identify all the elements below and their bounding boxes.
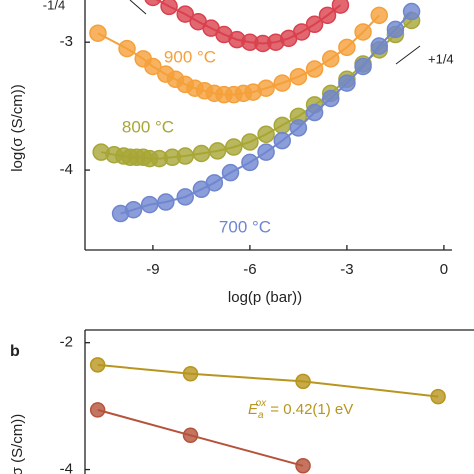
y-tick-label: -2 <box>60 334 73 351</box>
data-point <box>89 24 107 42</box>
data-point <box>273 131 291 150</box>
data-point <box>221 163 240 182</box>
data-point <box>292 23 311 41</box>
data-point <box>273 74 291 92</box>
series-label: 800 °C <box>122 117 174 136</box>
x-axis-label: log(p (bar)) <box>228 289 302 306</box>
data-point <box>89 357 106 373</box>
data-point <box>144 57 162 76</box>
data-point <box>208 142 227 160</box>
plot-area <box>89 0 421 223</box>
data-point <box>144 0 162 7</box>
data-point <box>176 5 194 23</box>
data-point <box>89 402 106 418</box>
data-point <box>182 427 199 444</box>
data-point <box>386 20 405 39</box>
slope-line <box>395 45 421 65</box>
data-point <box>160 0 178 16</box>
data-point <box>257 125 275 144</box>
data-point <box>321 89 340 108</box>
data-point <box>257 143 275 161</box>
data-point <box>430 388 446 405</box>
annotation-symbol: E <box>248 401 259 418</box>
data-point <box>241 153 259 172</box>
data-point <box>205 174 224 192</box>
data-point <box>289 119 308 137</box>
data-point <box>305 103 324 122</box>
activation-energy: Eaox = 0.42(1) eV <box>248 398 353 421</box>
y-axis-label: log(σ (S/cm)) <box>9 84 26 172</box>
data-point <box>305 15 324 34</box>
annotation-sub: a <box>258 410 264 421</box>
series-label: 900 °C <box>164 47 216 66</box>
panel-label: b <box>10 343 20 360</box>
data-point <box>338 38 356 57</box>
annotation-text: = 0.42(1) eV <box>266 401 353 418</box>
annotation-sup: ox <box>256 398 268 409</box>
data-point <box>124 200 143 219</box>
data-point <box>370 37 388 55</box>
data-point <box>354 23 372 41</box>
x-tick-label: -3 <box>340 261 353 278</box>
plot-area <box>89 357 446 474</box>
y-tick-label: -4 <box>60 461 73 474</box>
data-point <box>224 138 243 156</box>
data-point <box>192 144 211 163</box>
data-point <box>305 60 324 78</box>
data-point <box>402 2 421 21</box>
data-point <box>176 147 194 165</box>
y-tick-label: -4 <box>60 161 73 178</box>
data-point <box>157 193 175 211</box>
data-point <box>176 188 194 206</box>
slope-label: -1/4 <box>43 0 65 12</box>
data-point <box>273 116 291 135</box>
slope-line <box>129 0 147 15</box>
data-point <box>338 74 356 92</box>
data-point <box>318 6 337 25</box>
series-label: 700 °C <box>219 217 271 236</box>
data-point <box>295 373 311 390</box>
data-point <box>354 57 372 76</box>
data-point <box>370 6 388 25</box>
series-line <box>97 363 439 398</box>
data-point <box>241 133 259 151</box>
data-point <box>289 67 308 86</box>
data-point <box>321 50 340 68</box>
x-tick-label: 0 <box>440 261 448 278</box>
x-tick-label: -6 <box>243 261 256 278</box>
data-point <box>118 39 136 58</box>
series-line <box>97 408 304 467</box>
slope-label: +1/4 <box>428 51 454 66</box>
data-point <box>182 366 199 382</box>
data-point <box>295 458 311 474</box>
x-tick-label: -9 <box>146 261 159 278</box>
data-point <box>257 79 275 97</box>
y-axis-label: σ (S/cm)) <box>9 414 26 474</box>
data-point <box>140 195 159 214</box>
data-point <box>331 0 350 14</box>
y-tick-label: -3 <box>60 33 73 50</box>
